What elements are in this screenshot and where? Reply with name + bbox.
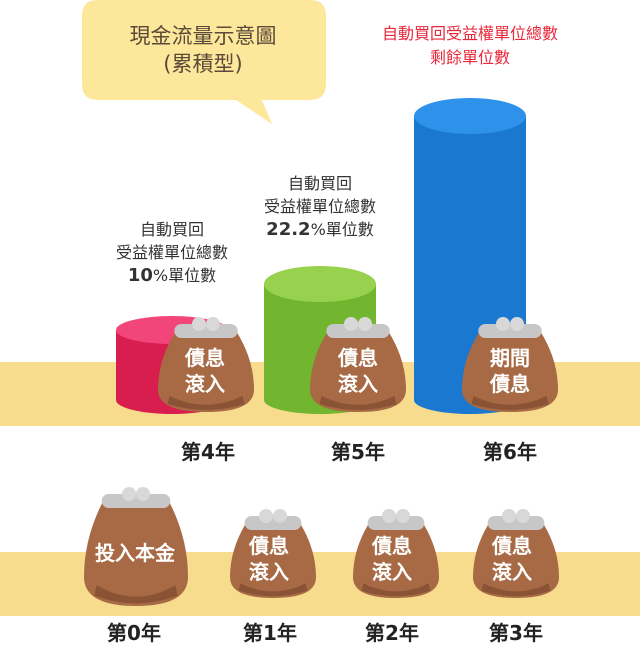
purse-year1-line2: 滾入: [249, 560, 289, 584]
purse-knob-left: [259, 509, 273, 523]
purse-label-year0: 投入本金: [80, 540, 190, 566]
purse-knob-left: [382, 509, 396, 523]
note-year5-line1: 自動買回: [287, 174, 352, 193]
note-year4-line2: 受益權單位總數: [115, 243, 228, 262]
purse-shade: [361, 583, 431, 597]
purse-body: [84, 502, 188, 606]
purse-label-year2: 債息 滾入: [352, 533, 432, 585]
purse-year1-line1: 債息: [249, 534, 289, 558]
purse-knob-right: [273, 509, 287, 523]
purse-knob-left: [122, 487, 136, 501]
purse-knob-right: [206, 317, 220, 331]
purse-year3-line2: 滾入: [492, 560, 532, 584]
year-label-6: 第6年: [483, 440, 537, 464]
purse-year2-line2: 滾入: [372, 560, 412, 584]
purse-knob-left: [502, 509, 516, 523]
purse-year1: [230, 509, 316, 598]
note-year5: 自動買回 受益權單位總數 22.2%單位數: [240, 172, 400, 241]
purse-year2: [353, 509, 439, 598]
note-year4: 自動買回 受益權單位總數 10%單位數: [92, 218, 252, 287]
year-label-1: 第1年: [243, 621, 297, 645]
purse-year0: [84, 487, 188, 606]
purse-year0-label: 投入本金: [95, 541, 175, 565]
purse-year4-line1: 債息: [185, 346, 225, 370]
year-label-0: 第0年: [107, 621, 161, 645]
purse-knob-left: [192, 317, 206, 331]
purse-knob-left: [496, 317, 510, 331]
purse-knob-right: [510, 317, 524, 331]
purse-clasp: [174, 324, 238, 338]
year-label-5: 第5年: [331, 440, 385, 464]
note-year4-line1: 自動買回: [139, 220, 204, 239]
purse-knob-left: [344, 317, 358, 331]
purse-knob-right: [358, 317, 372, 331]
note-year5-line2: 受益權單位總數: [263, 197, 376, 216]
purse-clasp: [487, 516, 545, 530]
purse-body: [158, 332, 254, 412]
purse-body: [353, 524, 439, 598]
note-year5-line3: 22.2%單位數: [240, 218, 400, 241]
purse-shade: [238, 583, 308, 597]
purse-year6: [462, 317, 558, 412]
purse-shade: [471, 396, 549, 410]
purse-year2-line1: 債息: [372, 534, 412, 558]
note-year4-unit: %單位數: [152, 266, 217, 285]
purse-year3: [473, 509, 559, 598]
purse-shade: [319, 396, 397, 410]
purse-year5: [310, 317, 406, 412]
purse-body: [310, 332, 406, 412]
purse-year3-line1: 債息: [492, 534, 532, 558]
purse-label-year5: 債息 滾入: [313, 345, 403, 397]
bubble-title-line1: 現金流量示意圖: [129, 24, 277, 48]
purse-year6-line2: 債息: [490, 372, 530, 396]
purse-shade: [481, 583, 551, 597]
purse-year4-line2: 滾入: [185, 372, 225, 396]
purse-year4: [158, 317, 254, 412]
purse-body: [230, 524, 316, 598]
purse-knob-right: [516, 509, 530, 523]
purse-year5-line2: 滾入: [338, 372, 378, 396]
note-year5-value: 22.2: [266, 219, 311, 240]
purse-label-year3: 債息 滾入: [472, 533, 552, 585]
purse-clasp: [367, 516, 425, 530]
remaining-units-line2: 剩餘單位數: [429, 48, 510, 67]
note-year4-line3: 10%單位數: [92, 264, 252, 287]
purse-label-year4: 債息 滾入: [160, 345, 250, 397]
purse-year6-line1: 期間: [490, 346, 530, 370]
purse-knob-right: [396, 509, 410, 523]
purse-clasp: [101, 494, 171, 508]
purse-clasp: [244, 516, 302, 530]
remaining-units-note: 自動買回受益權單位總數 剩餘單位數: [350, 22, 590, 70]
purse-body: [462, 332, 558, 412]
year-label-2: 第2年: [365, 621, 419, 645]
purse-shade: [167, 396, 245, 410]
bubble-title: 現金流量示意圖 (累積型): [88, 22, 318, 78]
year-label-4: 第4年: [181, 440, 235, 464]
purse-shade: [94, 585, 178, 604]
note-year5-unit: %單位數: [310, 220, 374, 239]
purse-clasp: [478, 324, 542, 338]
purse-knob-right: [136, 487, 150, 501]
purse-year5-line1: 債息: [338, 346, 378, 370]
purse-clasp: [326, 324, 390, 338]
bubble-title-line2: (累積型): [163, 52, 243, 76]
year-label-3: 第3年: [489, 621, 543, 645]
purse-label-year1: 債息 滾入: [229, 533, 309, 585]
purse-label-year6: 期間 債息: [465, 345, 555, 397]
note-year4-value: 10: [127, 265, 153, 286]
purse-body: [473, 524, 559, 598]
remaining-units-line1: 自動買回受益權單位總數: [381, 24, 558, 43]
